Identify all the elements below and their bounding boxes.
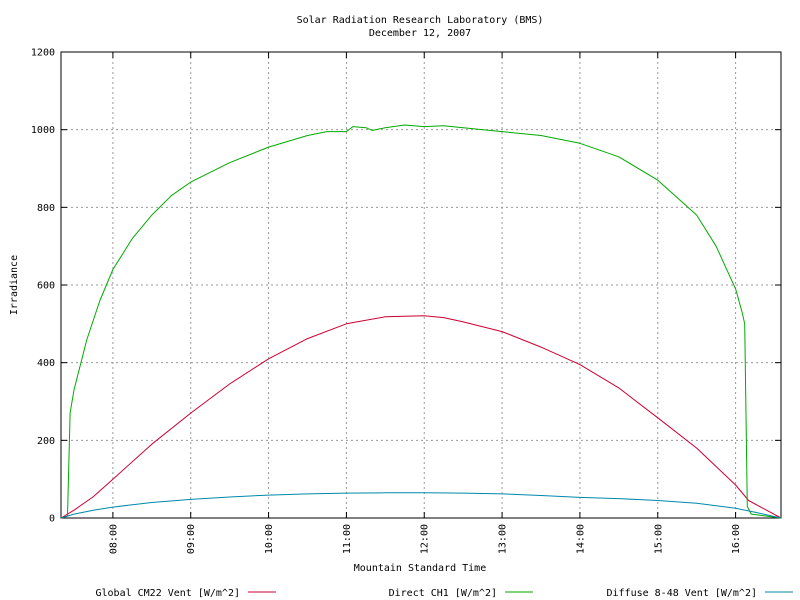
y-tick-label: 800 (37, 203, 55, 214)
x-tick-label: 13:00 (498, 524, 509, 554)
y-tick-label: 0 (49, 514, 55, 525)
legend-label: Diffuse 8-48 Vent [W/m^2] (606, 588, 757, 599)
x-tick-label: 12:00 (420, 524, 431, 554)
y-tick-label: 1000 (31, 125, 55, 136)
y-axis-label: Irradiance (9, 255, 20, 315)
y-tick-label: 400 (37, 358, 55, 369)
x-tick-label: 14:00 (575, 524, 586, 554)
legend-label: Global CM22 Vent [W/m^2] (96, 588, 241, 599)
x-tick-label: 10:00 (264, 524, 275, 554)
y-tick-label: 1200 (31, 48, 55, 59)
legend-label: Direct CH1 [W/m^2] (389, 588, 497, 599)
y-axis-ticks: 0 200 400 600 800 1000 1200 (31, 48, 781, 525)
chart-subtitle: December 12, 2007 (369, 28, 471, 39)
x-axis-ticks: 08:00 09:00 10:00 11:00 12:00 13:00 14:00 15:00… (108, 52, 742, 554)
y-tick-label: 200 (37, 436, 55, 447)
legend: Global CM22 Vent [W/m^2] Direct CH1 [W/m^… (96, 588, 793, 599)
x-tick-label: 11:00 (342, 524, 353, 554)
x-tick-label: 08:00 (108, 524, 119, 554)
series-line-3 (60, 492, 782, 519)
x-tick-label: 09:00 (186, 524, 197, 554)
series-line-1 (60, 315, 782, 519)
chart-title: Solar Radiation Research Laboratory (BMS… (297, 15, 544, 26)
x-axis-label: Mountain Standard Time (354, 563, 486, 574)
y-tick-label: 600 (37, 281, 55, 292)
series-lines (60, 124, 782, 519)
x-tick-label: 16:00 (731, 524, 742, 554)
series-line-2 (60, 124, 782, 519)
x-tick-label: 15:00 (653, 524, 664, 554)
grid-lines (61, 52, 781, 518)
